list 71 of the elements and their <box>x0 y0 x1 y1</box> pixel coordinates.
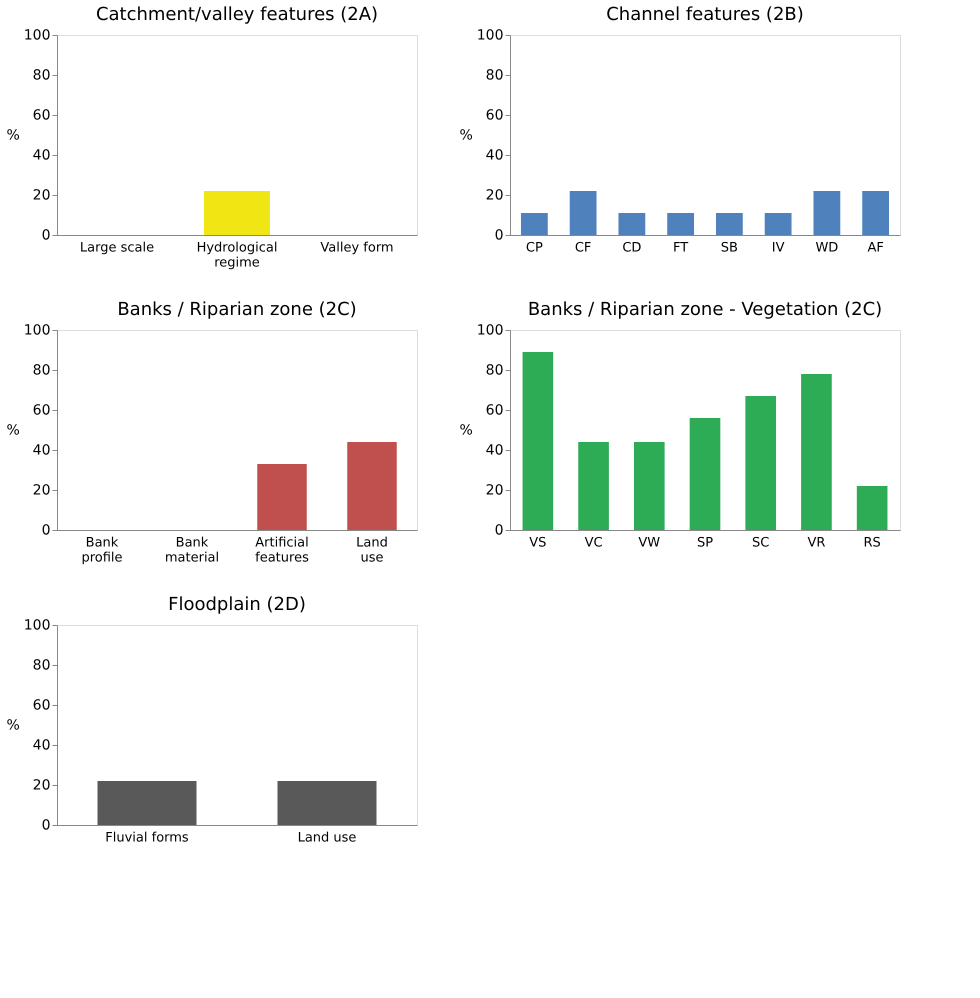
bar <box>634 442 665 530</box>
x-tick-label: SC <box>752 536 770 550</box>
y-tick-label: 40 <box>32 442 50 458</box>
x-tick-label: VS <box>529 536 546 550</box>
y-tick-label: 80 <box>32 68 50 84</box>
y-tick-label: 100 <box>24 28 50 44</box>
y-tick-label: 0 <box>42 818 50 834</box>
y-tick-label: 100 <box>24 322 50 338</box>
y-tick-label: 20 <box>32 188 50 204</box>
x-tick-label: Land use <box>356 536 388 566</box>
y-tick-label: 20 <box>486 482 504 498</box>
x-tick-label: WD <box>815 240 838 256</box>
y-tick-label: 100 <box>476 322 504 338</box>
x-tick-label: VW <box>638 536 660 550</box>
y-tick-label: 80 <box>32 658 50 674</box>
x-tick-label: FT <box>673 240 688 256</box>
x-tick-label: RS <box>863 536 881 550</box>
y-tick-label: 60 <box>32 108 50 124</box>
x-tick-label: AF <box>867 240 884 256</box>
x-tick-label: IV <box>772 240 785 256</box>
x-tick-label: CD <box>622 240 642 256</box>
y-tick-label: 20 <box>486 188 504 204</box>
bar <box>578 442 609 530</box>
x-tick-label: CF <box>574 240 592 256</box>
y-tick-label: 0 <box>494 522 504 538</box>
chart-title: Floodplain (2D) <box>168 594 306 615</box>
y-tick-label: 0 <box>42 228 50 244</box>
chart-title: Channel features (2B) <box>606 4 804 25</box>
bar <box>801 374 832 530</box>
chart-title: Catchment/valley features (2A) <box>96 4 378 25</box>
x-tick-label: CP <box>526 240 543 256</box>
y-tick-label: 60 <box>32 698 50 714</box>
bar <box>522 352 554 530</box>
chart-title: Banks / Riparian zone - Vegetation (2C) <box>528 299 882 320</box>
y-tick-label: 0 <box>494 228 504 244</box>
y-tick-label: 60 <box>32 402 50 418</box>
y-tick-label: 20 <box>32 482 50 498</box>
y-tick-label: 40 <box>486 148 504 164</box>
x-tick-label: SB <box>720 240 738 256</box>
x-tick-label: Land use <box>298 830 356 846</box>
y-tick-label: 40 <box>32 148 50 164</box>
y-axis-title: % <box>6 128 20 144</box>
bar <box>856 486 888 530</box>
y-tick-label: 60 <box>486 108 504 124</box>
bar <box>745 396 776 530</box>
x-tick-label: Bank profile <box>81 536 123 566</box>
y-tick-label: 80 <box>486 68 504 84</box>
y-tick-label: 80 <box>32 362 50 378</box>
x-tick-label: Artificial features <box>255 536 310 566</box>
y-tick-label: 100 <box>24 618 50 634</box>
y-tick-label: 80 <box>486 362 504 378</box>
x-tick-label: VR <box>807 536 826 550</box>
chart-title: Banks / Riparian zone (2C) <box>117 299 357 320</box>
x-tick-label: Hydrological regime <box>196 240 278 270</box>
x-tick-label: Large scale <box>80 240 154 256</box>
y-tick-label: 40 <box>32 738 50 754</box>
x-tick-label: Bank material <box>164 536 220 566</box>
y-axis-title: % <box>6 718 20 734</box>
x-tick-label: VC <box>584 536 603 550</box>
y-tick-label: 20 <box>32 778 50 794</box>
x-tick-label: Valley form <box>320 240 394 256</box>
x-tick-label: Fluvial forms <box>105 830 189 846</box>
y-axis-title: % <box>6 422 20 438</box>
bar <box>690 418 720 530</box>
y-axis-title: % <box>459 128 473 144</box>
y-tick-label: 100 <box>476 28 504 44</box>
x-tick-label: SP <box>696 536 714 550</box>
y-tick-label: 0 <box>42 522 50 538</box>
y-axis-title: % <box>459 422 473 438</box>
y-tick-label: 40 <box>486 442 504 458</box>
y-tick-label: 60 <box>486 402 504 418</box>
